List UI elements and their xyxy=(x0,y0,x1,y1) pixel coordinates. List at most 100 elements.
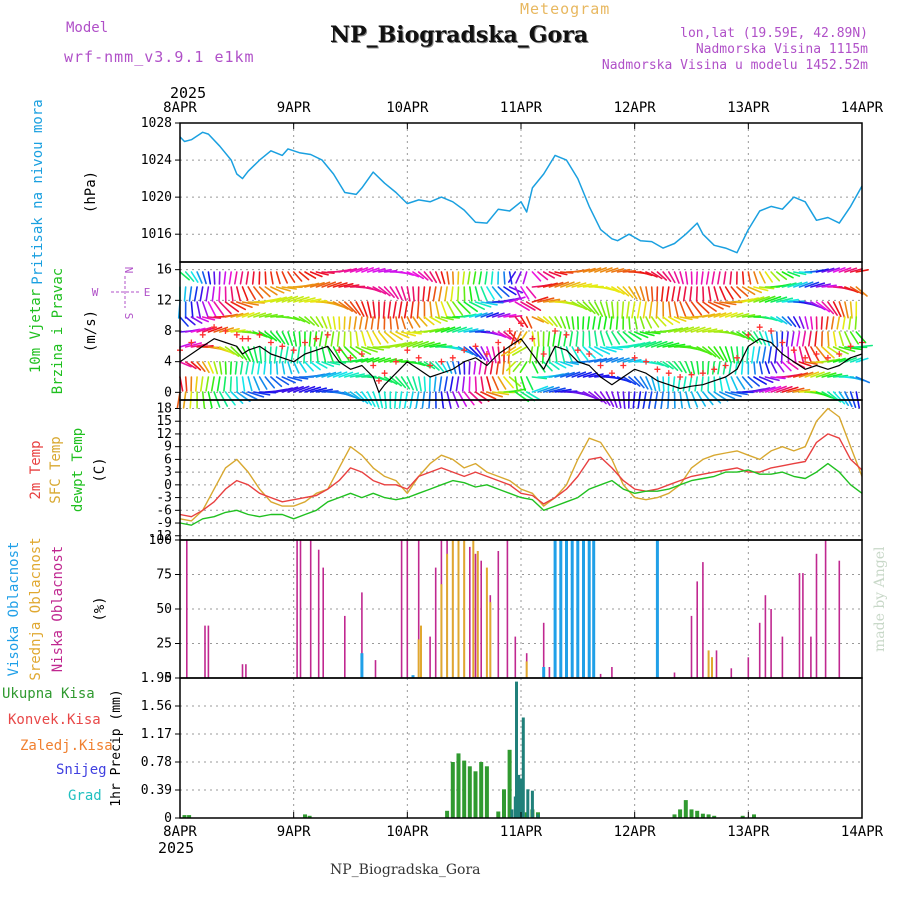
wind-arrow xyxy=(292,271,303,282)
mid-cloud-bar xyxy=(451,540,454,678)
wind-gust-mark xyxy=(722,362,729,369)
wind-arrow xyxy=(552,331,556,347)
wind-arrow xyxy=(473,361,477,375)
wind-arrow xyxy=(747,271,752,285)
low-cloud-bar xyxy=(781,636,784,678)
wind-arrow xyxy=(656,361,670,368)
wind-arrow xyxy=(588,373,604,378)
wind-arrow xyxy=(636,301,642,319)
wind-arrow xyxy=(455,376,460,392)
wind-arrow xyxy=(696,361,700,375)
wind-arrow xyxy=(446,301,456,317)
wind-arrow xyxy=(827,267,841,273)
wind-arrow xyxy=(410,301,414,319)
wind-arrow xyxy=(559,316,567,329)
wind-gust-mark xyxy=(404,347,411,354)
wind-arrow xyxy=(309,271,323,278)
wind-arrow xyxy=(611,286,625,295)
wind-arrow xyxy=(660,286,664,302)
wind-gust-mark xyxy=(688,371,695,378)
wind-arrow xyxy=(343,316,346,330)
wind-arrow xyxy=(542,271,556,279)
wind-arrow xyxy=(565,361,580,366)
wind-arrow xyxy=(326,361,341,366)
wind-arrow xyxy=(798,316,805,330)
wind-arrow xyxy=(304,361,314,372)
wind-arrow xyxy=(622,376,637,386)
wind-arrow xyxy=(349,301,361,316)
wind-arrow xyxy=(842,316,846,330)
wind-arrow xyxy=(827,301,838,316)
wind-arrow xyxy=(422,286,426,302)
wind-arrow xyxy=(253,286,264,299)
wind-arrow xyxy=(239,271,244,285)
wind-arrow xyxy=(457,301,471,315)
wind-arrow xyxy=(247,286,256,300)
wind-arrow xyxy=(713,301,731,308)
wind-arrow xyxy=(815,268,830,273)
wind-arrow xyxy=(594,301,604,318)
wind-arrow xyxy=(588,358,602,363)
wind-arrow xyxy=(821,391,838,401)
wind-arrow xyxy=(438,286,443,302)
wind-arrow xyxy=(820,316,824,330)
wind-arrow xyxy=(758,376,774,384)
precip-total-bar xyxy=(700,813,705,818)
wind-arrow xyxy=(270,296,288,303)
page-title: NP_Biogradska_Gora xyxy=(330,22,589,48)
wind-arrow xyxy=(326,316,332,330)
wind-arrow xyxy=(605,286,621,293)
wind-arrow xyxy=(679,301,687,318)
wind-arrow xyxy=(700,376,704,392)
wind-gust-mark xyxy=(211,324,218,331)
wind-arrow xyxy=(747,376,760,387)
wind-arrow xyxy=(395,286,403,301)
precip-total-bar xyxy=(712,815,717,818)
wind-arrow xyxy=(468,391,483,404)
wind-arrow xyxy=(594,391,607,405)
wind-arrow xyxy=(650,316,660,328)
wind-arrow xyxy=(195,376,198,392)
wind-arrow xyxy=(792,271,807,276)
wind-arrow xyxy=(849,286,864,296)
wind-gust-mark xyxy=(358,351,365,357)
wind-arrow xyxy=(741,271,745,285)
wind-arrow xyxy=(719,312,733,318)
precip-grad-bar xyxy=(517,774,521,818)
wind-arrow xyxy=(825,316,829,330)
wind-arrow xyxy=(531,271,542,282)
wind-arrow xyxy=(682,376,687,392)
wind-arrow xyxy=(554,388,572,393)
wind-arrow xyxy=(429,343,447,348)
x-tick-label-top: 12APR xyxy=(614,100,657,116)
wind-arrow xyxy=(429,301,433,319)
precip-grad-bar xyxy=(515,681,518,818)
wind-arrow xyxy=(304,271,317,279)
wind-arrow xyxy=(548,281,564,288)
precip-legend-item: Ukupna Kisa xyxy=(2,686,95,702)
wind-arrow xyxy=(690,361,696,375)
wind-arrow xyxy=(696,346,713,356)
wind-arrow xyxy=(667,301,672,319)
wind-arrow xyxy=(343,391,360,401)
wind-arrow xyxy=(236,286,241,302)
wind-arrow xyxy=(264,286,278,296)
wind-arrow xyxy=(588,267,602,273)
low-cloud-bar xyxy=(548,667,551,678)
wind-arrow xyxy=(309,387,328,393)
wind-arrow xyxy=(559,361,573,367)
wind-arrow xyxy=(468,286,473,302)
wind-arrow xyxy=(443,376,448,392)
wind-arrow xyxy=(631,301,636,319)
wind-arrow xyxy=(525,316,533,329)
wind-arrow xyxy=(525,391,542,401)
compass-w: W xyxy=(92,286,99,299)
wind-arrow xyxy=(665,286,670,302)
wind-arrow xyxy=(531,385,549,393)
y-tick-label-wind: 16 xyxy=(156,263,172,278)
wind-arrow xyxy=(736,346,740,364)
year-label-bottom: 2025 xyxy=(158,839,194,857)
wind-arrow xyxy=(582,372,598,378)
y-tick-label-temperature: 12 xyxy=(156,427,172,442)
wind-arrow xyxy=(247,376,253,392)
